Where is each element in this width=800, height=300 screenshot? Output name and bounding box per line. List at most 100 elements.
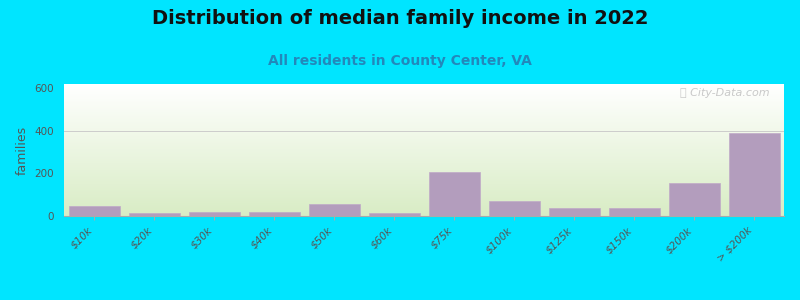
Bar [64, 187, 784, 188]
Bar [64, 211, 784, 212]
Bar [64, 178, 784, 179]
Bar [64, 206, 784, 207]
Bar [64, 113, 784, 114]
Bar [64, 135, 784, 136]
Bar [64, 138, 784, 139]
Bar [64, 102, 784, 103]
Bar [64, 183, 784, 184]
Bar [64, 164, 784, 165]
Bar [64, 176, 784, 177]
Bar [64, 190, 784, 191]
Bar [64, 185, 784, 186]
Bar [64, 93, 784, 94]
Bar [64, 86, 784, 87]
Bar [64, 161, 784, 162]
Bar [64, 119, 784, 120]
Bar [189, 212, 239, 216]
Bar [729, 133, 779, 216]
Bar [64, 214, 784, 215]
Bar [64, 180, 784, 181]
Bar [64, 215, 784, 216]
Bar [64, 124, 784, 125]
Bar [64, 106, 784, 107]
Bar [369, 213, 419, 216]
Bar [64, 120, 784, 121]
Bar [64, 105, 784, 106]
Bar [64, 154, 784, 155]
Bar [64, 146, 784, 147]
Bar [64, 88, 784, 89]
Bar [64, 198, 784, 199]
Bar [64, 117, 784, 118]
Bar [64, 115, 784, 116]
Bar [64, 174, 784, 175]
Bar [64, 155, 784, 156]
Bar [64, 109, 784, 110]
Bar [64, 133, 784, 134]
Bar [64, 137, 784, 138]
Bar [64, 160, 784, 161]
Bar [64, 95, 784, 96]
Bar [64, 203, 784, 204]
Bar [64, 156, 784, 157]
Bar [64, 140, 784, 141]
Bar [309, 204, 359, 216]
Bar [64, 141, 784, 142]
Bar [64, 114, 784, 115]
Bar [64, 208, 784, 209]
Bar [64, 204, 784, 205]
Bar [64, 97, 784, 98]
Bar [64, 104, 784, 105]
Text: All residents in County Center, VA: All residents in County Center, VA [268, 54, 532, 68]
Bar [64, 189, 784, 190]
Bar [64, 142, 784, 143]
Bar [64, 147, 784, 148]
Bar [64, 195, 784, 196]
Bar [64, 84, 784, 85]
Bar [64, 179, 784, 180]
Bar [64, 121, 784, 122]
Bar [64, 110, 784, 111]
Bar [64, 182, 784, 183]
Bar [64, 167, 784, 168]
Bar [64, 201, 784, 202]
Bar [669, 183, 719, 216]
Bar [249, 212, 299, 216]
Bar [64, 200, 784, 201]
Bar [64, 196, 784, 197]
Bar [64, 85, 784, 86]
Bar [64, 148, 784, 149]
Text: ⓘ City-Data.com: ⓘ City-Data.com [680, 88, 770, 98]
Bar [64, 162, 784, 163]
Bar [549, 208, 599, 216]
Bar [609, 208, 659, 216]
Bar [64, 128, 784, 129]
Bar [64, 144, 784, 145]
Bar [64, 149, 784, 150]
Bar [64, 94, 784, 95]
Bar [64, 98, 784, 99]
Bar [64, 209, 784, 210]
Bar [64, 207, 784, 208]
Bar [64, 125, 784, 126]
Bar [64, 186, 784, 187]
Bar [64, 145, 784, 146]
Bar [64, 159, 784, 160]
Bar [64, 184, 784, 185]
Bar [64, 132, 784, 133]
Bar [64, 96, 784, 97]
Bar [64, 153, 784, 154]
Bar [64, 197, 784, 198]
Bar [64, 168, 784, 169]
Bar [64, 101, 784, 102]
Bar [64, 91, 784, 92]
Bar [64, 191, 784, 192]
Bar [64, 134, 784, 135]
Bar [64, 123, 784, 124]
Bar [64, 87, 784, 88]
Bar [64, 213, 784, 214]
Bar [64, 116, 784, 117]
Bar [64, 103, 784, 104]
Bar [64, 100, 784, 101]
Bar [64, 89, 784, 90]
